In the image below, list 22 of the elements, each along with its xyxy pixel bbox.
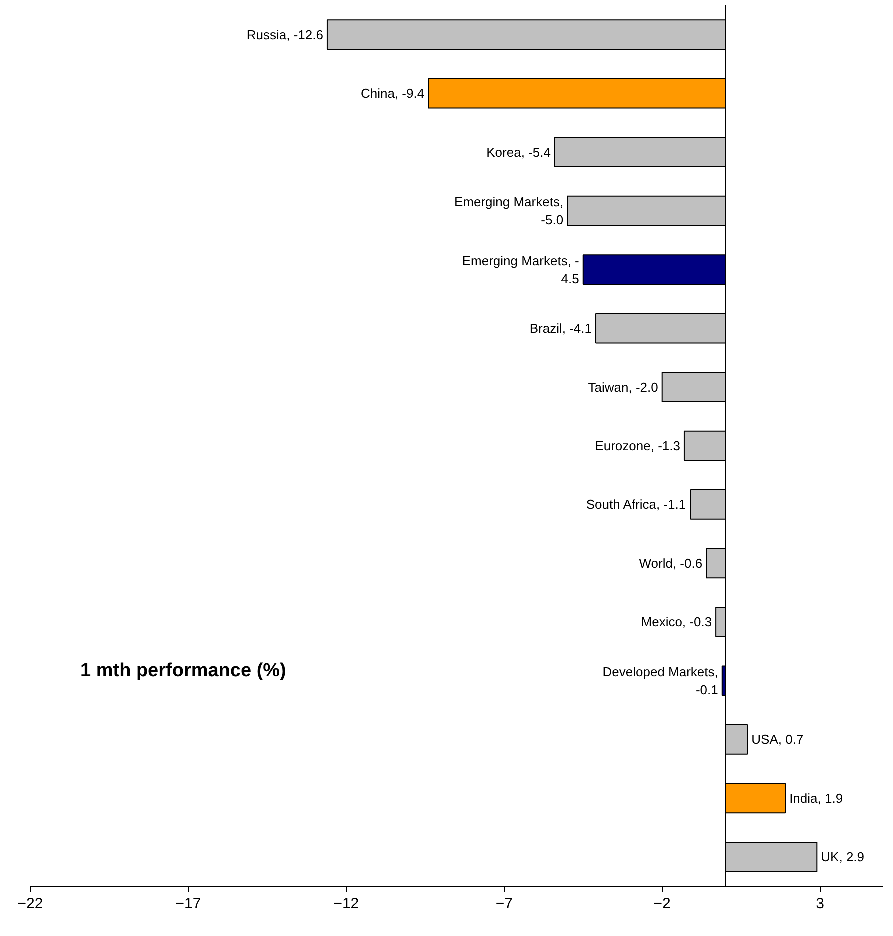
data-label: Emerging Markets, - 4.5 <box>462 253 580 286</box>
data-label: South Africa, -1.1 <box>586 497 686 512</box>
data-label: UK, 2.9 <box>821 850 865 865</box>
x-tick-label: 3 <box>816 896 824 912</box>
x-tick-label: −12 <box>334 896 360 912</box>
data-label: Emerging Markets, -5.0 <box>454 194 564 228</box>
data-label: World, -0.6 <box>639 556 703 571</box>
x-tick-label: −22 <box>18 896 44 912</box>
data-label: Russia, -12.6 <box>246 27 324 42</box>
data-label: Brazil, -4.1 <box>530 321 592 336</box>
x-tick-label: −7 <box>496 896 513 912</box>
x-tick-label: −2 <box>654 896 671 912</box>
data-label: India, 1.9 <box>790 790 844 806</box>
x-tick-label: −17 <box>176 896 202 912</box>
data-label: USA, 0.7 <box>752 732 804 748</box>
data-label: China, -9.4 <box>360 86 425 102</box>
data-label: Korea, -5.4 <box>486 144 551 160</box>
data-label: Developed Markets, -0.1 <box>602 664 718 698</box>
data-label: Eurozone, -1.3 <box>595 438 680 454</box>
data-label: Taiwan, -2.0 <box>588 380 658 395</box>
annotation: 1 mth performance (%) <box>80 660 286 682</box>
data-label: Mexico, -0.3 <box>641 614 712 630</box>
